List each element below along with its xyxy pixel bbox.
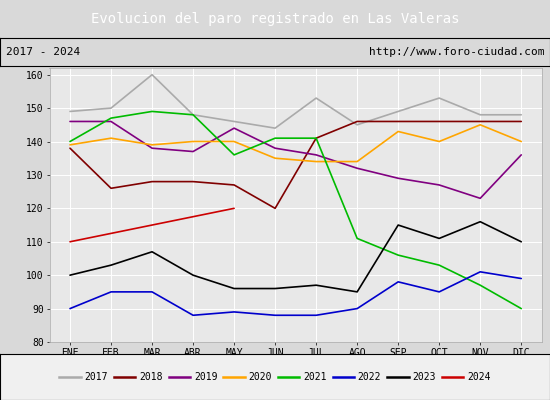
- Text: http://www.foro-ciudad.com: http://www.foro-ciudad.com: [369, 47, 544, 57]
- Text: 2017 - 2024: 2017 - 2024: [6, 47, 80, 57]
- Legend: 2017, 2018, 2019, 2020, 2021, 2022, 2023, 2024: 2017, 2018, 2019, 2020, 2021, 2022, 2023…: [56, 368, 494, 386]
- Text: Evolucion del paro registrado en Las Valeras: Evolucion del paro registrado en Las Val…: [91, 12, 459, 26]
